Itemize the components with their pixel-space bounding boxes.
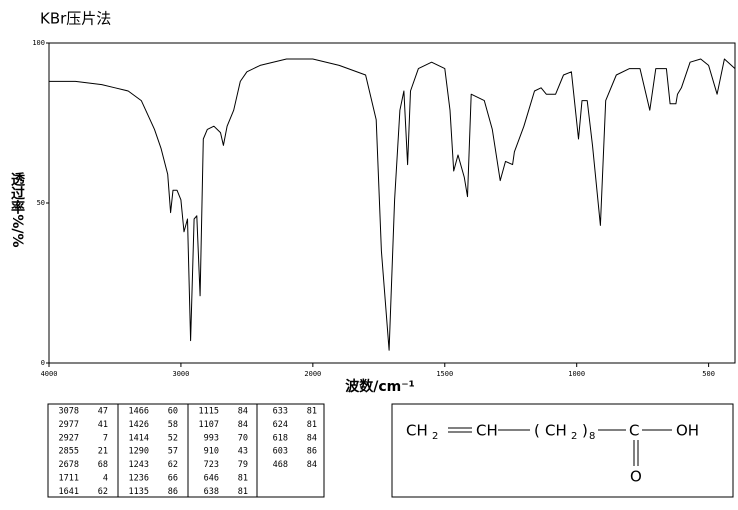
peak-transmittance: 7 <box>103 433 108 443</box>
peak-wavenumber: 603 <box>273 447 288 457</box>
peak-transmittance: 62 <box>168 460 178 470</box>
peak-transmittance: 86 <box>168 487 178 497</box>
chart-title: KBr压片法 <box>40 10 111 28</box>
peak-transmittance: 79 <box>238 460 248 470</box>
y-tick-label: 0 <box>41 359 45 367</box>
structure-oxygen: O <box>630 468 642 486</box>
peak-transmittance: 21 <box>98 447 108 457</box>
peak-transmittance: 81 <box>307 420 317 430</box>
peak-transmittance: 66 <box>168 474 178 484</box>
peak-wavenumber: 646 <box>204 474 219 484</box>
peak-wavenumber: 1414 <box>129 433 149 443</box>
peak-transmittance: 81 <box>238 487 248 497</box>
x-tick-label: 3000 <box>172 370 189 378</box>
structure-bonds <box>448 427 672 466</box>
structure-frame <box>391 403 734 498</box>
structure-ch_b: CH <box>476 422 498 440</box>
peak-transmittance: 57 <box>168 447 178 457</box>
peak-wavenumber: 468 <box>273 460 288 470</box>
peak-table-frame <box>47 403 325 498</box>
peak-transmittance: 58 <box>168 420 178 430</box>
peak-wavenumber: 633 <box>273 407 288 417</box>
peak-wavenumber: 1236 <box>129 474 149 484</box>
peak-wavenumber: 1641 <box>59 487 79 497</box>
peak-transmittance: 43 <box>238 447 248 457</box>
peak-transmittance: 84 <box>238 420 248 430</box>
peak-transmittance: 70 <box>238 433 248 443</box>
x-tick-label: 500 <box>702 370 715 378</box>
peak-wavenumber: 1115 <box>199 407 219 417</box>
peak-transmittance: 86 <box>307 447 317 457</box>
peak-wavenumber: 1107 <box>199 420 219 430</box>
peak-wavenumber: 2678 <box>59 460 79 470</box>
y-tick-label: 100 <box>32 39 45 47</box>
peak-transmittance: 47 <box>98 407 108 417</box>
peak-transmittance: 52 <box>168 433 178 443</box>
x-tick-label: 1500 <box>436 370 453 378</box>
peak-wavenumber: 993 <box>204 433 219 443</box>
structure-carbon: C <box>629 422 639 440</box>
peak-transmittance: 4 <box>103 474 108 484</box>
structure-hydroxyl: OH <box>676 422 699 440</box>
y-tick-label: 50 <box>37 199 45 207</box>
x-axis-label: 波数/cm⁻¹ <box>345 378 415 395</box>
structure-close: ) <box>582 422 588 440</box>
x-tick-label: 1000 <box>568 370 585 378</box>
peak-wavenumber: 3078 <box>59 407 79 417</box>
x-tick-label: 2000 <box>304 370 321 378</box>
structure-sub_c: 2 <box>571 431 577 442</box>
peak-wavenumber: 1135 <box>129 487 149 497</box>
x-tick-label: 4000 <box>41 370 58 378</box>
structure-repeat: 8 <box>589 431 595 442</box>
structure-open: ( <box>534 422 540 440</box>
peak-transmittance: 41 <box>98 420 108 430</box>
peak-wavenumber: 1711 <box>59 474 79 484</box>
peak-transmittance: 84 <box>238 407 248 417</box>
peak-wavenumber: 1243 <box>129 460 149 470</box>
peak-transmittance: 81 <box>307 407 317 417</box>
peak-wavenumber: 618 <box>273 433 288 443</box>
peak-transmittance: 68 <box>98 460 108 470</box>
peak-transmittance: 81 <box>238 474 248 484</box>
peak-transmittance: 62 <box>98 487 108 497</box>
structure-ch_c: CH <box>545 422 567 440</box>
structure-sub_a: 2 <box>432 431 438 442</box>
peak-transmittance: 84 <box>307 460 317 470</box>
peak-wavenumber: 1466 <box>129 407 149 417</box>
peak-wavenumber: 2977 <box>59 420 79 430</box>
peak-wavenumber: 723 <box>204 460 219 470</box>
peak-wavenumber: 2927 <box>59 433 79 443</box>
structure-ch_a: CH <box>406 422 428 440</box>
peak-wavenumber: 624 <box>273 420 288 430</box>
peak-transmittance: 84 <box>307 433 317 443</box>
peak-wavenumber: 638 <box>204 487 219 497</box>
peak-wavenumber: 1426 <box>129 420 149 430</box>
plot-frame <box>48 42 736 364</box>
spectrum-line <box>49 58 736 351</box>
peak-wavenumber: 1290 <box>129 447 149 457</box>
peak-transmittance: 60 <box>168 407 178 417</box>
peak-wavenumber: 910 <box>204 447 219 457</box>
y-axis-label: 透过率%/% <box>9 172 25 247</box>
peak-wavenumber: 2855 <box>59 447 79 457</box>
